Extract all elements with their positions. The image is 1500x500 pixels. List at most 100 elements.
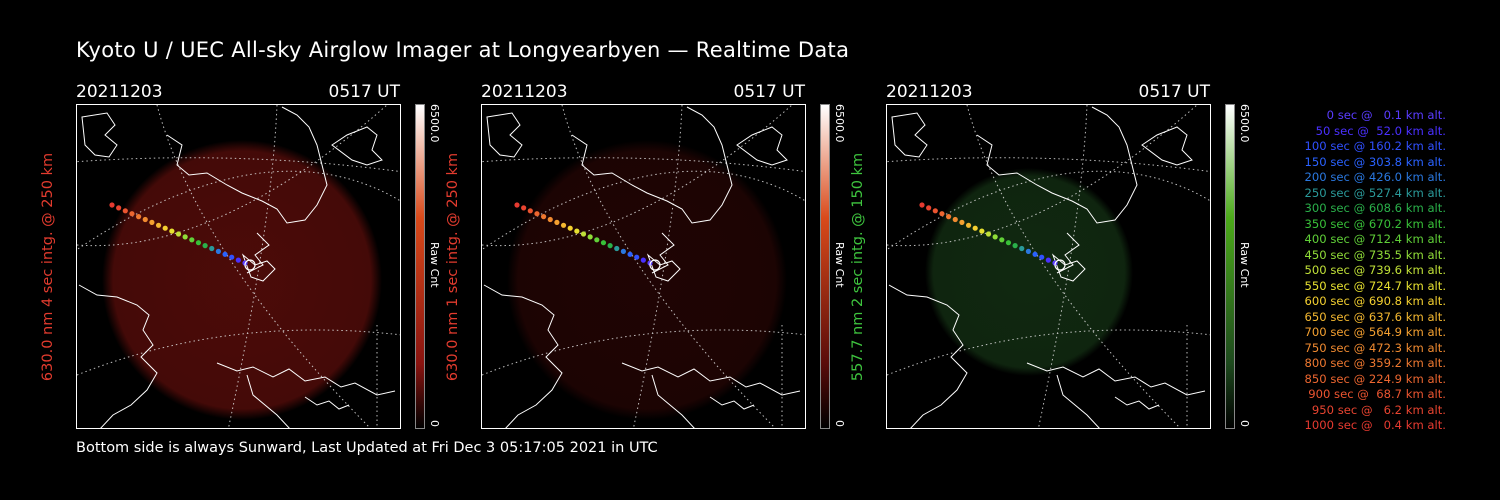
trajectory-point — [919, 202, 925, 208]
trajectory-point — [215, 248, 221, 254]
trajectory-point — [209, 245, 215, 252]
trajectory-endpoint — [244, 259, 256, 271]
trajectory-point — [627, 251, 633, 257]
page-title: Kyoto U / UEC All-sky Airglow Imager at … — [76, 38, 850, 62]
legend-row: 500 sec @ 739.6 km alt. — [1304, 263, 1446, 277]
airglow-panel-1: 20211203 0517 UT 630.0 nm 4 sec intg. @ … — [40, 82, 476, 432]
trajectory-point — [965, 222, 972, 228]
colorbar — [1225, 104, 1235, 429]
trajectory-point — [560, 222, 567, 228]
trajectory-point — [640, 257, 646, 263]
trajectory-point — [634, 254, 640, 260]
trajectory-point — [1045, 257, 1051, 263]
panel-time: 0517 UT — [328, 82, 401, 102]
geo-grid — [482, 105, 805, 428]
trajectory-point — [527, 208, 533, 214]
trajectory-point — [939, 211, 945, 217]
legend-row: 950 sec @ 6.2 km alt. — [1311, 402, 1446, 417]
trajectory-legend: 0 sec @ 0.1 km alt. 50 sec @ 52.0 km alt.… — [1268, 108, 1446, 434]
trajectory-point — [155, 222, 162, 228]
legend-row: 600 sec @ 690.8 km alt. — [1304, 294, 1446, 308]
trajectory-point — [587, 234, 593, 240]
trajectory-point — [932, 208, 938, 214]
allsky-image — [481, 104, 806, 429]
colorbar-unit: Raw Cnt — [1238, 242, 1251, 288]
airglow-disc — [507, 140, 787, 420]
trajectory-point — [142, 216, 148, 223]
trajectory-point — [122, 208, 128, 214]
trajectory-point — [1025, 248, 1031, 254]
trajectory-point — [999, 237, 1005, 243]
trajectory-point — [202, 243, 208, 249]
trajectory-point — [567, 225, 573, 231]
trajectory-point — [182, 234, 188, 240]
panel-ylabel: 557.7 nm 2 sec intg. @ 150 km — [850, 152, 866, 382]
legend-row: 400 sec @ 712.4 km alt. — [1304, 232, 1446, 246]
satellite-trajectory — [514, 202, 661, 271]
trajectory-point — [1019, 245, 1025, 252]
trajectory-point — [594, 237, 600, 243]
trajectory-point — [222, 251, 228, 257]
legend-row: 100 sec @ 160.2 km alt. — [1304, 139, 1446, 153]
colorbar-min: 0 — [428, 420, 441, 427]
trajectory-point — [149, 219, 155, 225]
trajectory-point — [926, 205, 932, 211]
coastline — [78, 106, 396, 428]
airglow-panel-2: 20211203 0517 UT 630.0 nm 1 sec intg. @ … — [445, 82, 881, 432]
trajectory-point — [959, 219, 965, 225]
trajectory-point — [229, 254, 235, 260]
trajectory-point — [1012, 243, 1018, 249]
trajectory-point — [116, 205, 122, 211]
colorbar — [820, 104, 830, 429]
trajectory-point — [580, 231, 587, 237]
trajectory-point — [534, 211, 540, 217]
trajectory-point — [136, 214, 142, 220]
trajectory-point — [175, 231, 182, 237]
trajectory-point — [235, 257, 241, 263]
panel-time: 0517 UT — [1138, 82, 1211, 102]
trajectory-point — [521, 205, 527, 211]
airglow-disc — [102, 140, 382, 420]
trajectory-endpoint — [649, 259, 661, 271]
trajectory-point — [541, 214, 547, 220]
colorbar-min: 0 — [1238, 420, 1251, 427]
legend-row: 450 sec @ 735.5 km alt. — [1304, 247, 1446, 262]
trajectory-point — [1039, 254, 1045, 260]
legend-row: 0 sec @ 0.1 km alt. — [1326, 108, 1446, 122]
colorbar-min: 0 — [833, 420, 846, 427]
legend-row: 150 sec @ 303.8 km alt. — [1304, 154, 1446, 169]
trajectory-point — [972, 225, 978, 231]
coastline — [888, 106, 1206, 428]
footer-note: Bottom side is always Sunward, Last Upda… — [76, 440, 658, 456]
trajectory-point — [189, 237, 195, 243]
satellite-trajectory — [109, 202, 256, 271]
airglow-panel-3: 20211203 0517 UT 557.7 nm 2 sec intg. @ … — [850, 82, 1286, 432]
trajectory-point — [992, 234, 998, 240]
legend-row: 850 sec @ 224.9 km alt. — [1304, 371, 1446, 386]
legend-row: 650 sec @ 637.6 km alt. — [1304, 309, 1446, 324]
satellite-trajectory — [919, 202, 1066, 271]
legend-row: 1000 sec @ 0.4 km alt. — [1304, 418, 1446, 432]
trajectory-point — [514, 202, 520, 208]
panel-date: 20211203 — [76, 82, 163, 102]
trajectory-point — [547, 216, 553, 223]
colorbar-max: 6500.0 — [1238, 104, 1251, 143]
legend-row: 700 sec @ 564.9 km alt. — [1304, 325, 1446, 339]
legend-row: 250 sec @ 527.4 km alt. — [1304, 185, 1446, 200]
allsky-image — [886, 104, 1211, 429]
panel-date: 20211203 — [886, 82, 973, 102]
legend-row: 750 sec @ 472.3 km alt. — [1304, 340, 1446, 355]
panel-time: 0517 UT — [733, 82, 806, 102]
trajectory-point — [554, 219, 560, 225]
trajectory-point — [574, 228, 580, 234]
panel-ylabel: 630.0 nm 1 sec intg. @ 250 km — [445, 152, 461, 382]
trajectory-point — [979, 228, 985, 234]
trajectory-point — [195, 240, 202, 246]
trajectory-endpoint — [1054, 259, 1066, 271]
colorbar-unit: Raw Cnt — [833, 242, 846, 288]
panel-ylabel: 630.0 nm 4 sec intg. @ 250 km — [40, 152, 56, 382]
trajectory-point — [607, 243, 613, 249]
legend-row: 300 sec @ 608.6 km alt. — [1304, 201, 1446, 215]
colorbar-unit: Raw Cnt — [428, 242, 441, 288]
allsky-image — [76, 104, 401, 429]
